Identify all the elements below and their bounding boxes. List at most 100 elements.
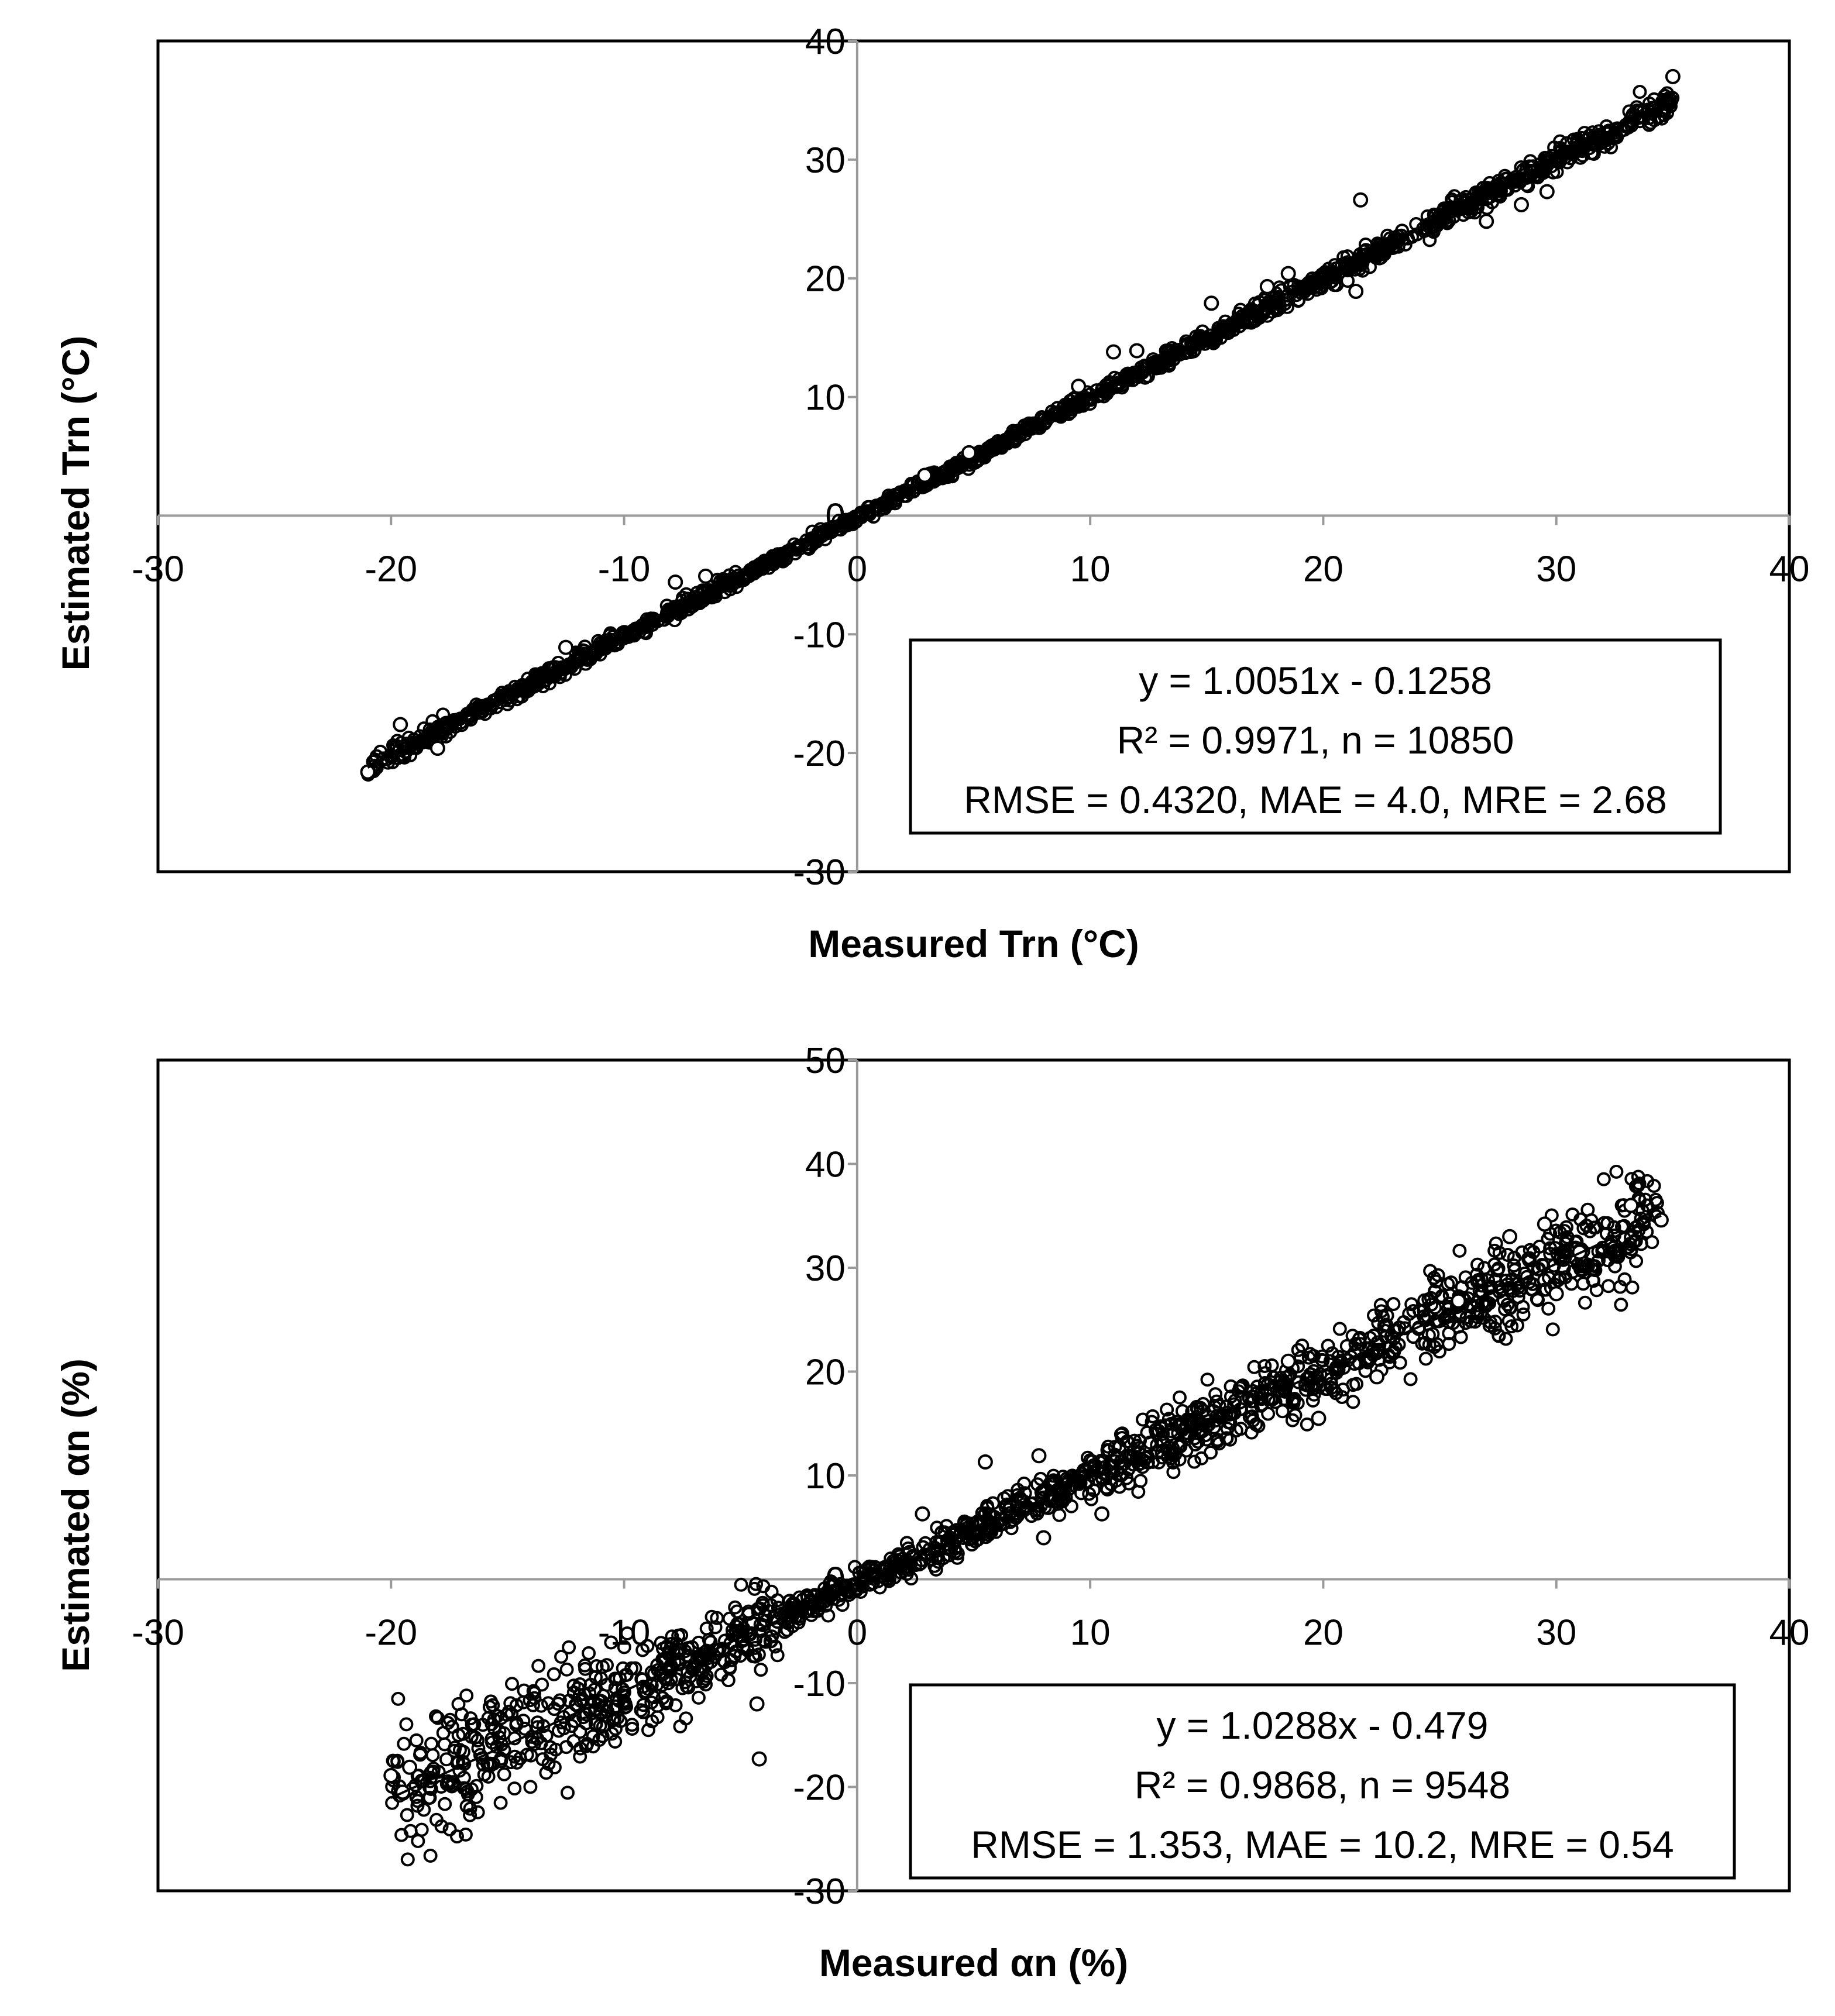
data-point xyxy=(793,1604,808,1618)
data-point xyxy=(531,1659,546,1673)
data-point-outlier xyxy=(668,574,683,590)
data-point xyxy=(1397,1315,1411,1329)
data-point xyxy=(442,1822,457,1836)
data-point xyxy=(698,1671,713,1686)
data-point xyxy=(458,1827,473,1842)
data-point xyxy=(723,1660,737,1674)
data-point xyxy=(1348,1337,1363,1351)
x-tick-label: 0 xyxy=(847,1613,867,1653)
data-point xyxy=(758,1608,772,1623)
data-point xyxy=(463,1711,478,1726)
data-point xyxy=(589,1716,603,1731)
data-point xyxy=(1610,130,1624,145)
data-point-outlier xyxy=(1280,266,1296,281)
data-point xyxy=(770,1648,785,1663)
chart-panel-trn: -30 -20 -10 0 10 20 30 40 -30 -20 -10 0 … xyxy=(54,22,1809,965)
data-point xyxy=(559,1662,574,1677)
data-point xyxy=(617,1685,631,1700)
y-axis-title: Estimated αn (%) xyxy=(54,1358,97,1672)
data-point-outlier xyxy=(1094,1506,1110,1522)
data-point xyxy=(756,1579,771,1594)
data-point xyxy=(1633,85,1647,99)
data-point xyxy=(800,1590,815,1605)
data-point xyxy=(724,1653,739,1667)
y-tick-label: 40 xyxy=(805,1145,846,1185)
data-point xyxy=(751,1605,765,1620)
data-point xyxy=(547,1667,561,1681)
data-point xyxy=(1135,1460,1150,1474)
data-point xyxy=(1578,1295,1592,1310)
data-point xyxy=(609,1672,624,1687)
data-point xyxy=(397,1736,411,1751)
data-point xyxy=(1345,1329,1360,1343)
x-tick-label: 20 xyxy=(1303,549,1343,589)
data-point xyxy=(623,625,638,640)
data-point-outlier xyxy=(1665,68,1681,84)
data-point xyxy=(541,1696,555,1711)
data-point xyxy=(1483,1315,1498,1330)
error-metrics: RMSE = 1.353, MAE = 10.2, MRE = 0.54 xyxy=(971,1823,1674,1866)
data-point xyxy=(1321,1339,1335,1353)
data-point xyxy=(1412,1320,1426,1335)
data-point xyxy=(617,1695,631,1710)
axes xyxy=(157,40,1791,873)
y-tick-label: 20 xyxy=(805,259,846,300)
data-point xyxy=(1172,1452,1187,1467)
data-point-outlier xyxy=(1539,184,1555,199)
data-point xyxy=(603,628,617,642)
data-point xyxy=(1573,1212,1587,1227)
data-point xyxy=(527,1691,542,1705)
data-point xyxy=(1212,325,1226,339)
x-tick-label: -10 xyxy=(598,1613,651,1653)
data-point xyxy=(679,587,693,601)
data-point xyxy=(535,1752,550,1767)
data-point xyxy=(480,1756,494,1771)
data-point xyxy=(1404,1297,1419,1312)
data-point xyxy=(824,1574,838,1589)
data-point xyxy=(617,1640,631,1654)
data-point xyxy=(410,1798,425,1813)
data-point xyxy=(1614,1298,1628,1312)
data-point xyxy=(1597,139,1612,154)
data-point-outlier xyxy=(393,717,408,732)
data-point-outlier xyxy=(402,1759,418,1775)
data-point xyxy=(460,1784,475,1799)
data-point xyxy=(453,1743,467,1757)
x-tick-label: -10 xyxy=(598,549,651,589)
regression-equation: y = 1.0288x - 0.479 xyxy=(1157,1704,1489,1747)
x-tick-label: 30 xyxy=(1536,549,1576,589)
data-point xyxy=(1501,1313,1516,1328)
data-point xyxy=(484,1732,499,1746)
data-point xyxy=(505,1677,519,1691)
data-point xyxy=(1083,393,1097,407)
data-point xyxy=(1327,266,1342,280)
data-point xyxy=(554,1649,569,1664)
data-point xyxy=(525,1735,539,1749)
data-point xyxy=(1622,104,1637,119)
data-point-outlier xyxy=(1106,344,1121,360)
data-point xyxy=(507,1749,522,1764)
x-tick-label: -30 xyxy=(132,549,184,589)
data-point xyxy=(668,603,682,618)
data-point xyxy=(1522,1253,1537,1268)
data-point xyxy=(497,1767,511,1781)
data-point xyxy=(950,1550,964,1565)
data-point xyxy=(1305,1394,1320,1408)
regression-equation: y = 1.0051x - 0.1258 xyxy=(1139,659,1492,702)
data-point xyxy=(1219,1431,1233,1446)
data-point xyxy=(1301,1350,1316,1365)
data-point xyxy=(1084,1492,1098,1506)
x-tick-label: 40 xyxy=(1769,1613,1810,1653)
data-point xyxy=(1609,1164,1624,1179)
data-point xyxy=(573,1725,587,1739)
data-point-outlier xyxy=(1353,192,1369,208)
data-point xyxy=(481,1711,496,1725)
data-point xyxy=(703,1654,718,1669)
data-point xyxy=(429,1709,443,1723)
data-point xyxy=(1341,274,1355,288)
r-squared-n: R² = 0.9868, n = 9548 xyxy=(1135,1763,1510,1807)
data-point xyxy=(1596,1172,1611,1186)
data-point xyxy=(578,1658,592,1673)
data-point-outlier xyxy=(1129,343,1145,359)
